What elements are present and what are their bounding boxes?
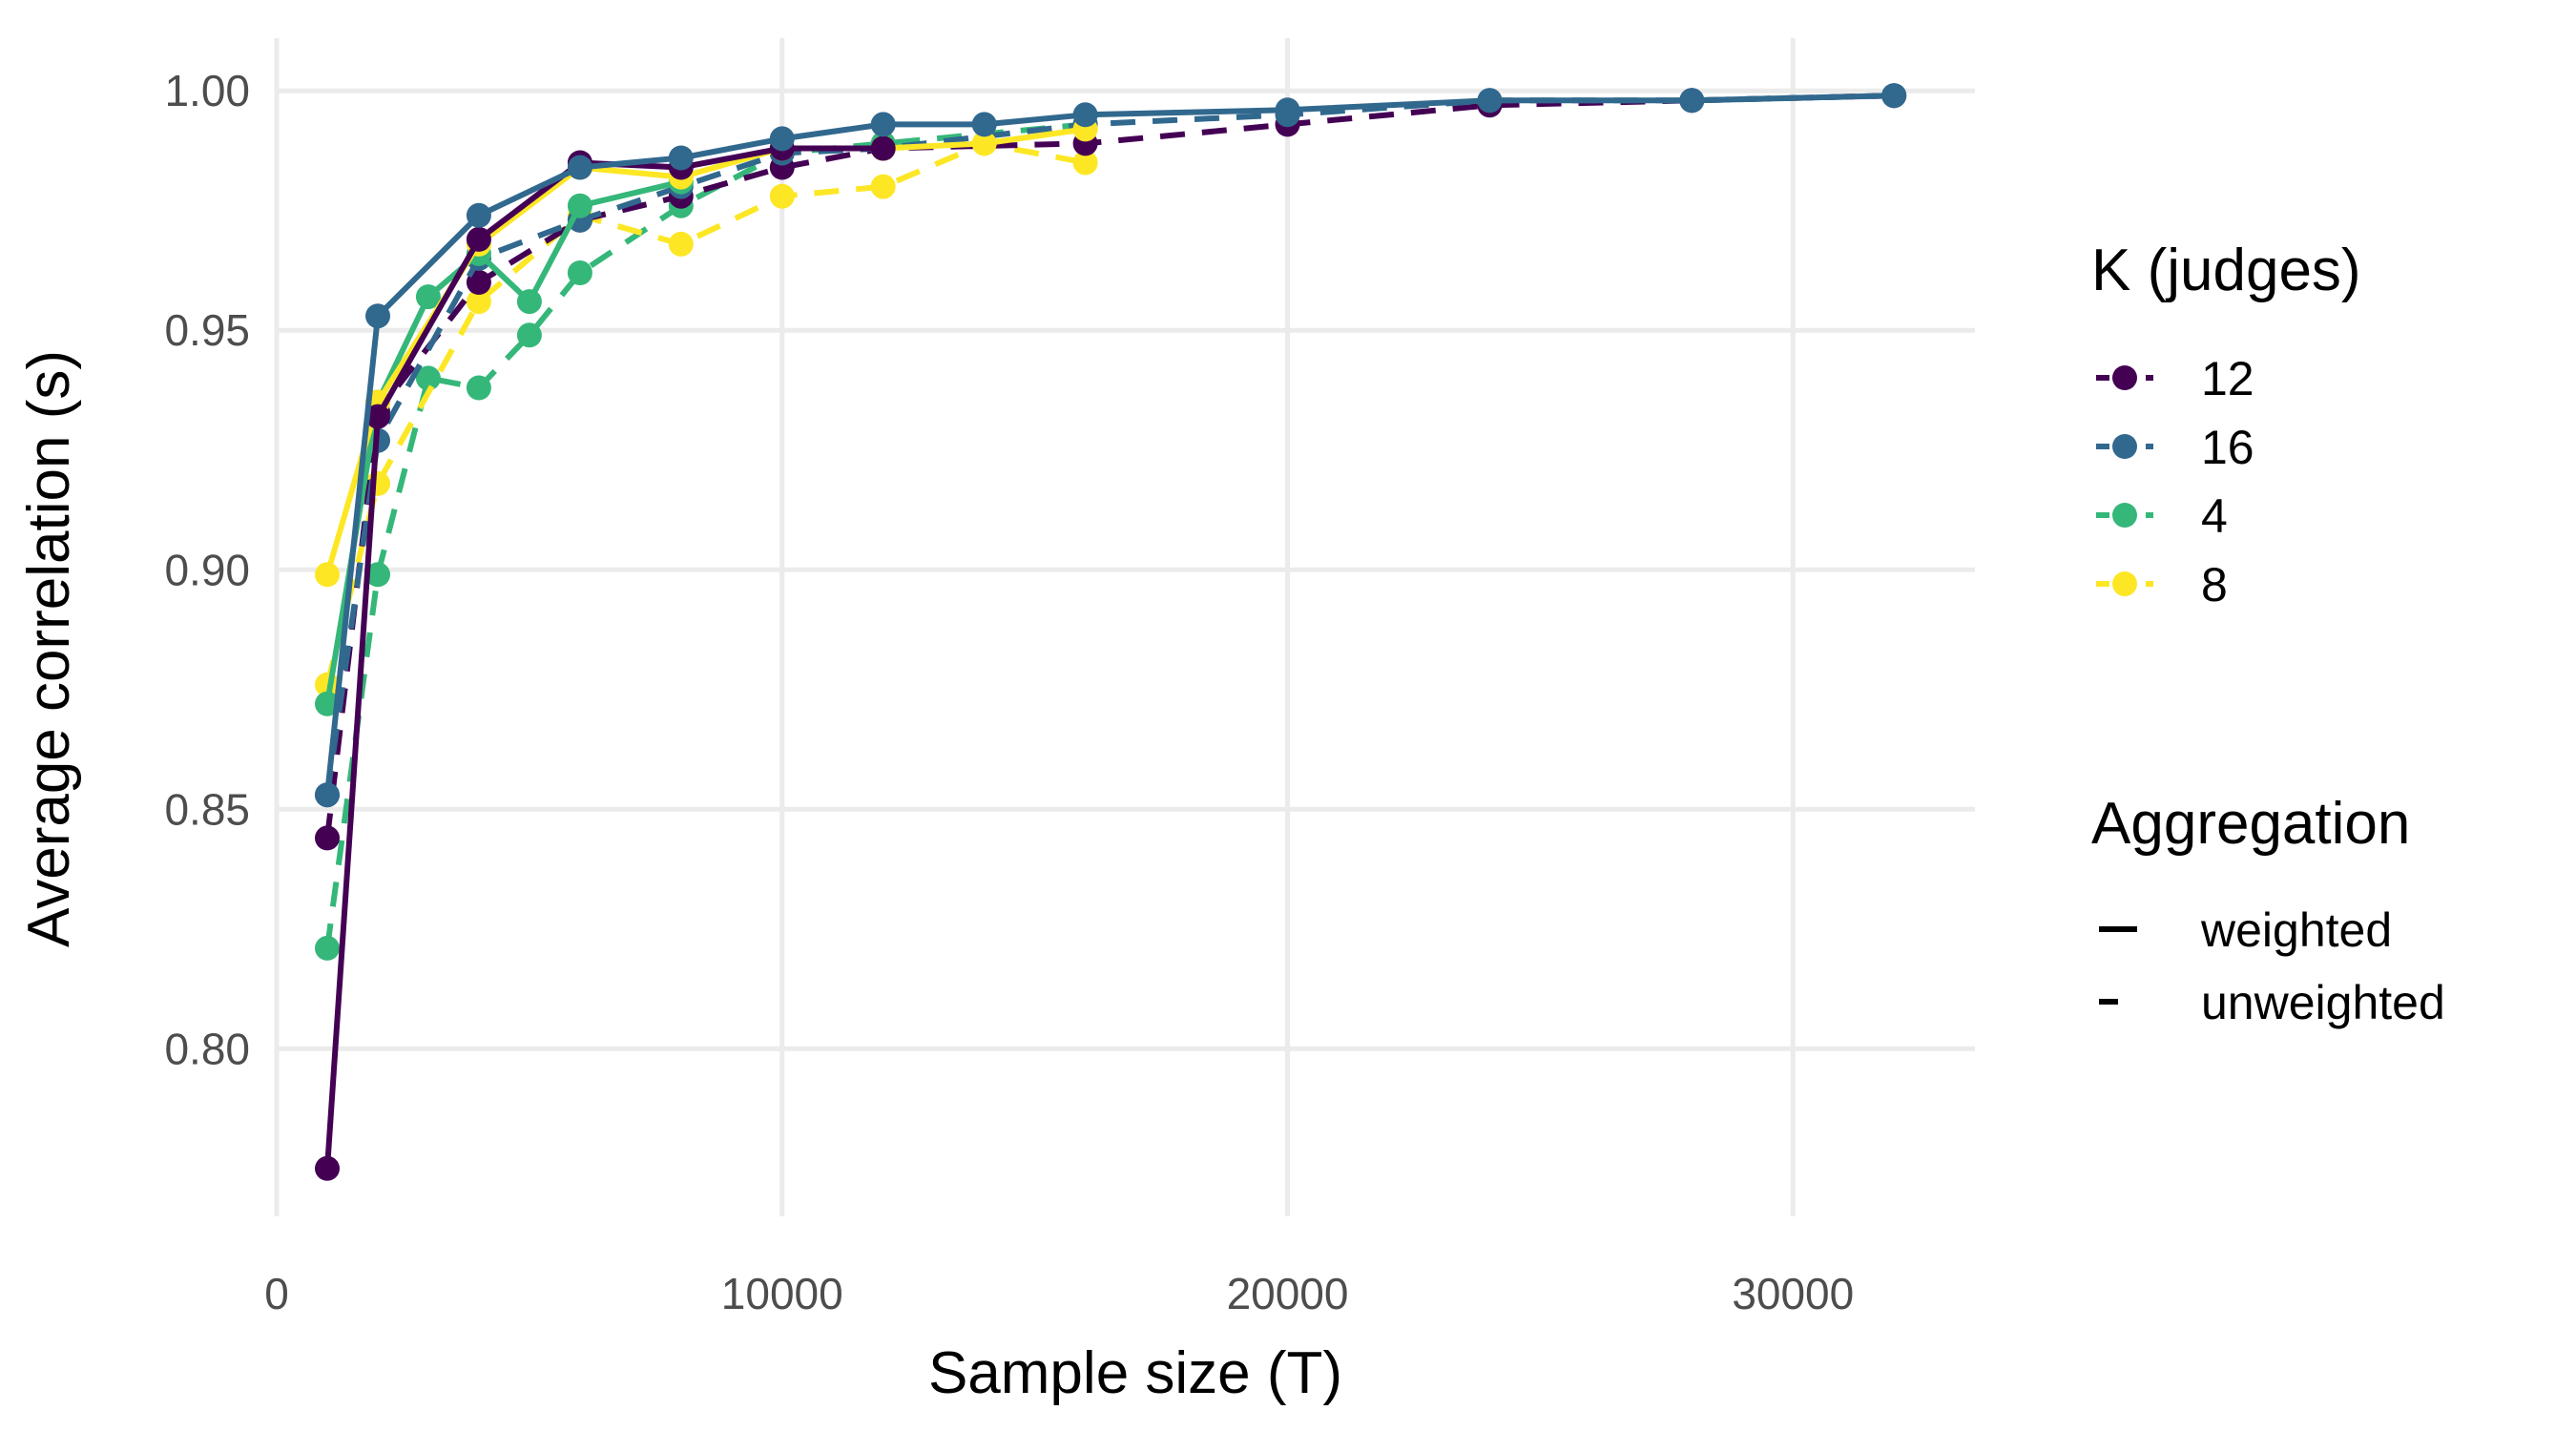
y-tick-label: 0.80 (164, 1024, 250, 1073)
x-axis-ticks: 0 10000 20000 30000 (264, 1269, 1854, 1318)
legend-item-k8: 8 (2096, 558, 2228, 612)
data-point (466, 375, 491, 401)
data-point (870, 135, 896, 161)
data-point (466, 202, 491, 228)
series-line (324, 140, 1087, 686)
legend-key-dot (2112, 503, 2137, 528)
legend-item-k12: 12 (2096, 352, 2254, 405)
x-axis-title: Sample size (T) (928, 1340, 1342, 1406)
data-point (315, 1155, 340, 1181)
y-tick-label: 0.90 (164, 545, 250, 594)
data-point (466, 226, 491, 252)
legend-key-dot (2112, 365, 2137, 390)
series-line (324, 93, 1895, 796)
data-point (870, 174, 896, 199)
legend-aggregation-title: Aggregation (2091, 791, 2410, 857)
x-tick-label: 10000 (721, 1269, 843, 1318)
legend-label: 4 (2201, 489, 2228, 543)
data-point (365, 404, 390, 429)
legend-item-k4: 4 (2096, 489, 2228, 543)
legend-item-k16: 16 (2096, 421, 2254, 474)
data-point (1275, 97, 1300, 123)
series-line (324, 93, 1895, 839)
legend-k-title: K (judges) (2091, 238, 2361, 303)
data-point (870, 112, 896, 137)
data-point (466, 270, 491, 295)
x-tick-label: 20000 (1227, 1269, 1349, 1318)
series-line (324, 145, 883, 1170)
data-point (1072, 102, 1098, 128)
series-k16-unweighted (315, 83, 1907, 808)
legend-k-judges: K (judges) 12 16 4 8 (2091, 238, 2361, 612)
data-point (415, 365, 441, 391)
x-tick-label: 30000 (1732, 1269, 1854, 1318)
y-axis-title: Average correlation (s) (16, 350, 82, 947)
data-point (668, 231, 694, 257)
grid (274, 38, 1975, 1216)
y-tick-label: 1.00 (164, 66, 250, 115)
legend-label: unweighted (2201, 976, 2445, 1029)
series-k16-weighted (315, 83, 1907, 808)
data-point (1477, 88, 1503, 114)
series-k4-unweighted (315, 112, 1098, 961)
data-point (415, 284, 441, 310)
legend-key-dot (2112, 571, 2137, 596)
series-line (324, 126, 1087, 576)
data-point (567, 155, 592, 180)
data-point (365, 562, 390, 588)
y-tick-label: 0.85 (164, 784, 250, 834)
data-point (516, 322, 542, 348)
y-axis-ticks: 0.80 0.85 0.90 0.95 1.00 (164, 66, 250, 1073)
legend-label: 12 (2201, 352, 2254, 405)
legend-item-weighted: weighted (2099, 903, 2392, 957)
series-line (324, 121, 1086, 949)
data-point (516, 289, 542, 315)
data-point (365, 303, 390, 329)
data-point (315, 562, 340, 588)
data-point (315, 935, 340, 961)
data-point (466, 289, 491, 315)
data-point (1072, 150, 1098, 176)
data-point (315, 825, 340, 851)
data-point (971, 131, 997, 156)
data-point (971, 112, 997, 137)
data-point (1679, 88, 1705, 114)
legend-label: 8 (2201, 558, 2228, 612)
x-tick-label: 0 (264, 1269, 289, 1318)
data-point (1881, 83, 1907, 109)
data-point (567, 193, 592, 218)
series-line (324, 93, 1895, 796)
data-point (769, 126, 795, 152)
data-point (315, 782, 340, 808)
plot-series (315, 83, 1907, 1181)
y-tick-label: 0.95 (164, 305, 250, 355)
series-k12-unweighted (315, 83, 1907, 851)
legend-key-dot (2112, 434, 2137, 459)
series-k8-unweighted (315, 131, 1098, 697)
legend-aggregation: Aggregation weighted unweighted (2091, 791, 2445, 1029)
data-point (567, 260, 592, 285)
legend-label: weighted (2200, 903, 2392, 957)
data-point (769, 183, 795, 209)
legend-label: 16 (2201, 421, 2254, 474)
legend-item-unweighted: unweighted (2099, 976, 2445, 1029)
data-point (668, 145, 694, 171)
